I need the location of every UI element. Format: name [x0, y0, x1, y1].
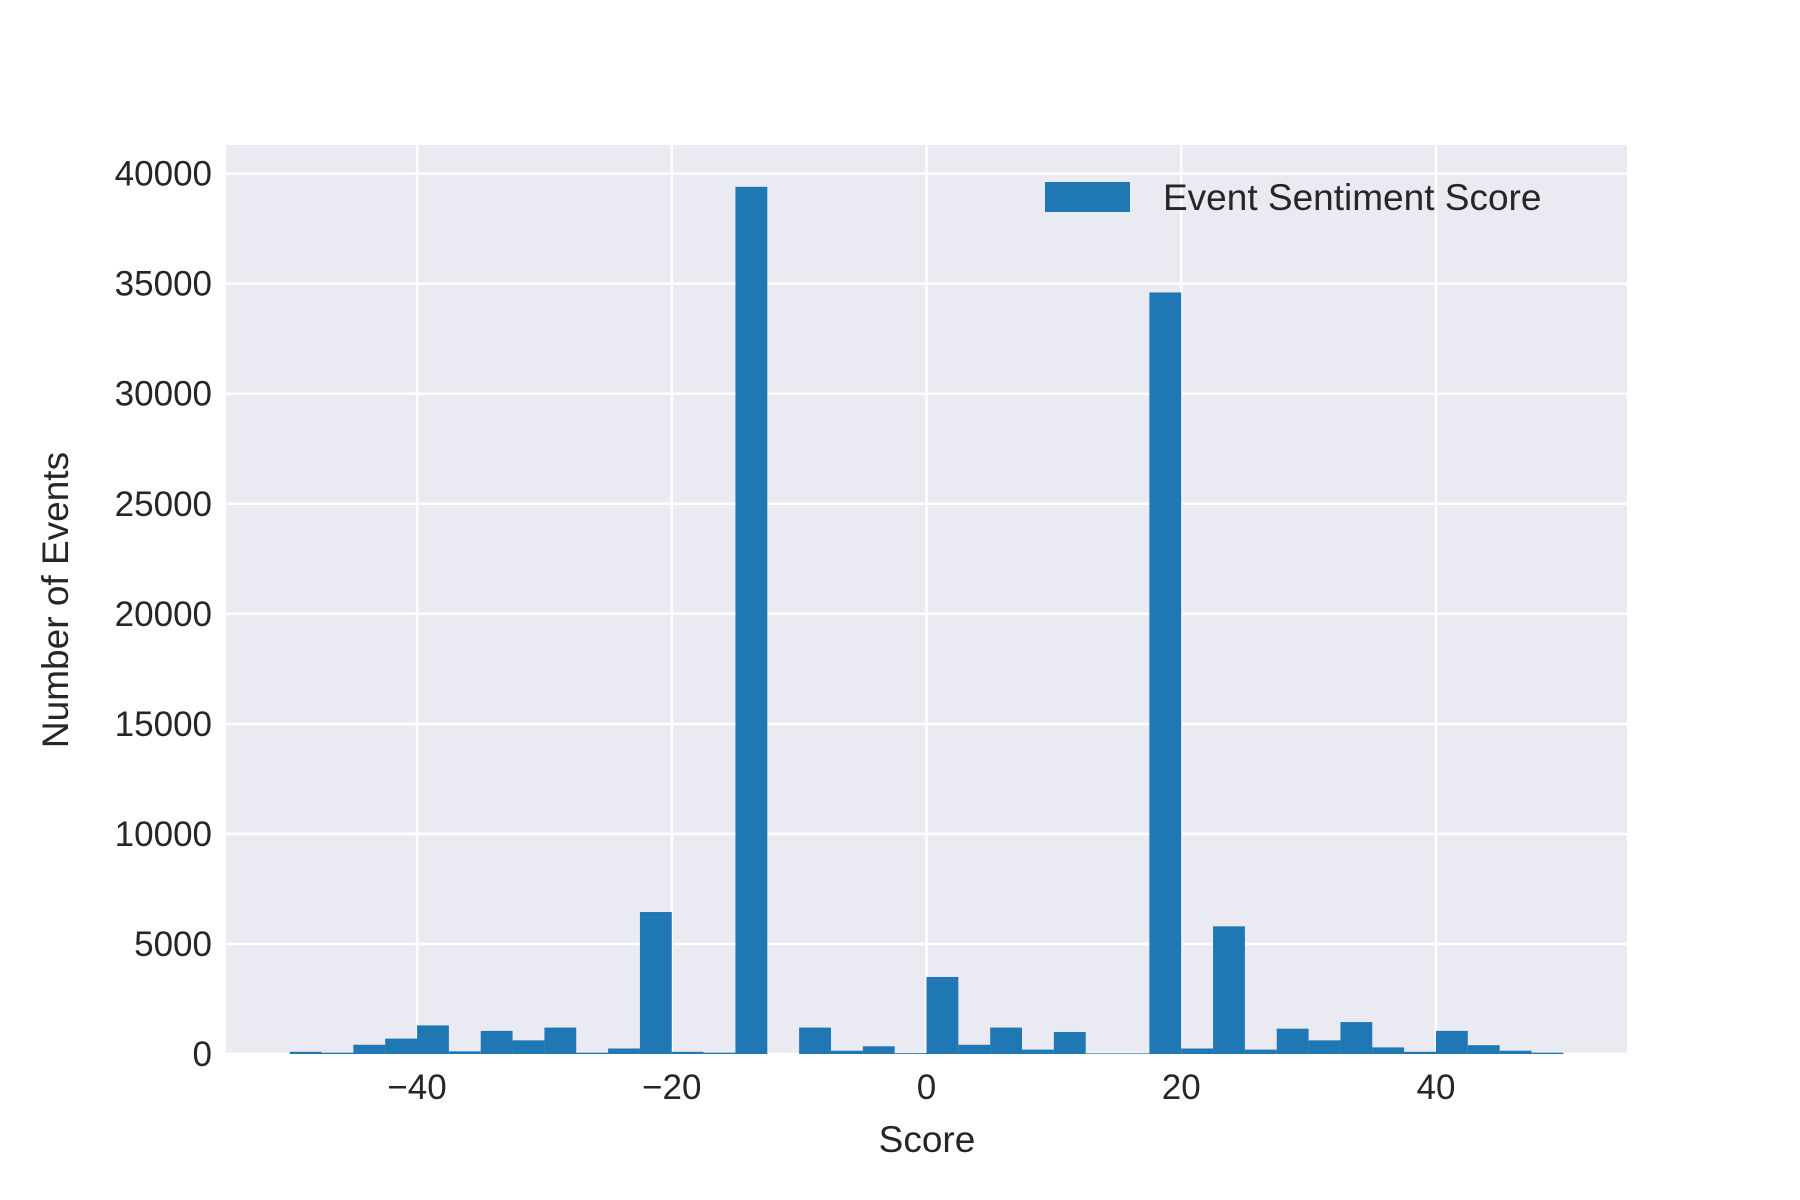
x-tick-label: 0 — [917, 1068, 936, 1107]
histogram-bar — [926, 976, 959, 1054]
y-tick-label: 5000 — [134, 925, 212, 964]
y-tick-label: 20000 — [115, 595, 212, 634]
x-tick-label: −20 — [642, 1068, 701, 1107]
histogram-bar — [1117, 1053, 1150, 1054]
y-tick-label: 15000 — [115, 705, 212, 744]
histogram-bar — [353, 1044, 386, 1054]
histogram-bar — [544, 1027, 577, 1054]
histogram-bars — [289, 186, 1564, 1054]
histogram-bar — [1085, 1053, 1118, 1054]
histogram-bar — [862, 1046, 895, 1054]
histogram-bar — [1022, 1049, 1054, 1054]
histogram-bar — [1340, 1022, 1373, 1054]
x-tick-label: 40 — [1416, 1068, 1455, 1107]
histogram-bar — [1308, 1040, 1341, 1054]
histogram-bar — [1244, 1049, 1277, 1054]
y-tick-label: 25000 — [115, 485, 212, 524]
histogram-bar — [576, 1052, 609, 1054]
histogram-bar — [894, 1053, 927, 1054]
histogram-bar — [321, 1052, 354, 1054]
histogram-bar — [1149, 292, 1182, 1054]
histogram-bar — [830, 1050, 863, 1054]
y-axis-title: Number of Events — [35, 452, 76, 748]
histogram-bar — [799, 1027, 831, 1054]
y-axis-ticks: 0 5000 10000 15000 20000 25000 30000 35000 40000 — [115, 155, 212, 1074]
legend-swatch — [1045, 182, 1130, 212]
y-tick-label: 10000 — [115, 815, 212, 854]
x-tick-label: 20 — [1162, 1068, 1201, 1107]
histogram-bar — [1276, 1028, 1309, 1054]
histogram-bar — [608, 1048, 640, 1054]
histogram-bar — [512, 1040, 545, 1054]
histogram-bar — [1499, 1050, 1532, 1054]
x-axis-ticks: −40 −20 0 20 40 — [387, 1068, 1455, 1107]
histogram-bar — [289, 1051, 322, 1054]
x-tick-label: −40 — [387, 1068, 446, 1107]
histogram-bar — [1531, 1052, 1564, 1054]
y-tick-label: 40000 — [115, 155, 212, 194]
histogram-bar — [671, 1051, 704, 1054]
grid-lines — [226, 145, 1627, 1056]
legend-label: Event Sentiment Score — [1163, 177, 1541, 218]
histogram-bar — [1181, 1048, 1214, 1054]
histogram-bar — [990, 1027, 1023, 1054]
legend: Event Sentiment Score — [1045, 177, 1541, 218]
histogram-bar — [1467, 1045, 1500, 1054]
histogram-bar — [417, 1025, 449, 1054]
histogram-bar — [1053, 1031, 1086, 1054]
histogram-bar — [1213, 926, 1245, 1054]
y-tick-label: 30000 — [115, 375, 212, 414]
histogram-bar — [703, 1052, 736, 1054]
y-tick-label: 35000 — [115, 265, 212, 304]
histogram-bar — [1372, 1047, 1405, 1054]
y-tick-label: 0 — [193, 1035, 212, 1074]
histogram-bar — [735, 186, 768, 1054]
histogram-bar — [1435, 1030, 1468, 1054]
x-axis-title: Score — [879, 1119, 976, 1160]
histogram-bar — [448, 1051, 481, 1054]
histogram-bar — [639, 912, 672, 1054]
histogram-bar — [480, 1030, 513, 1054]
histogram-bar — [958, 1044, 991, 1054]
histogram-bar — [1404, 1051, 1436, 1054]
histogram-bar — [385, 1038, 418, 1054]
